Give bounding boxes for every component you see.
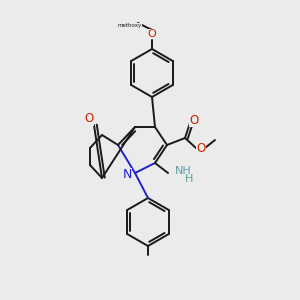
Text: O: O <box>148 29 156 39</box>
Text: O: O <box>189 113 199 127</box>
Text: N: N <box>122 167 132 181</box>
Text: methoxy: methoxy <box>118 22 142 28</box>
Text: O: O <box>196 142 206 154</box>
Text: H: H <box>185 174 194 184</box>
Text: NH: NH <box>175 166 192 176</box>
Text: O: O <box>84 112 94 125</box>
